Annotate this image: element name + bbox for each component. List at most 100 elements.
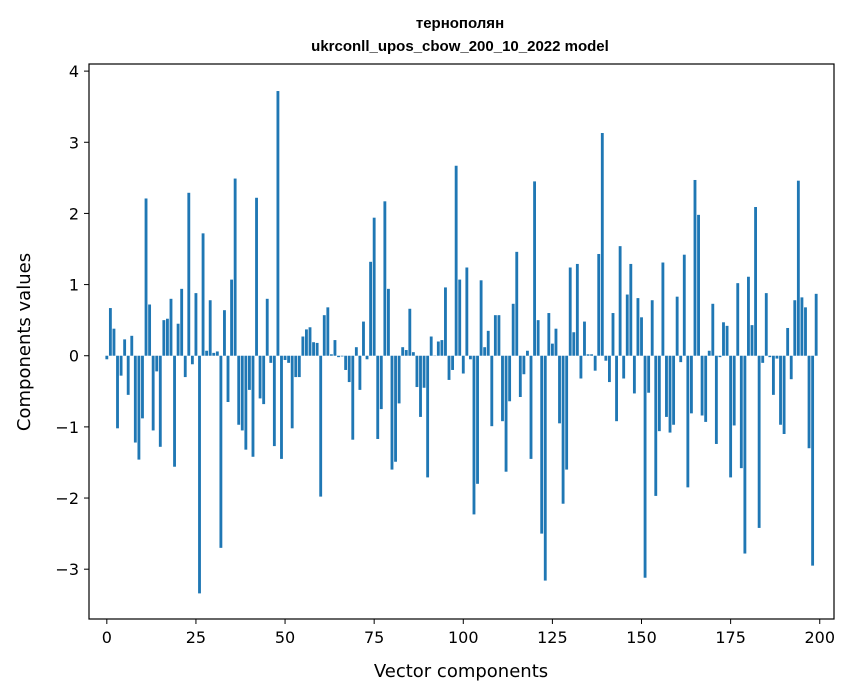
bar: [372, 217, 376, 356]
bar: [190, 355, 194, 365]
bar: [173, 355, 176, 467]
y-axis-label: Components values: [14, 253, 35, 431]
bar: [561, 355, 565, 504]
bar: [657, 355, 661, 432]
bar: [600, 133, 604, 356]
bar: [686, 355, 690, 488]
bar: [215, 351, 219, 356]
bar: [294, 355, 298, 378]
bar: [198, 355, 201, 594]
bar: [283, 355, 287, 360]
chart-subtitle: ukrconll_upos_cbow_200_10_2022 model: [311, 38, 609, 55]
bar: [590, 354, 594, 356]
bar: [262, 355, 266, 405]
bar: [166, 318, 169, 356]
bar: [379, 355, 383, 410]
bars-group: [105, 91, 818, 594]
bar: [440, 340, 444, 356]
bar: [183, 355, 187, 378]
bar: [786, 327, 790, 356]
bar: [319, 355, 323, 497]
bar: [329, 354, 333, 356]
bar: [682, 254, 686, 356]
bar: [550, 343, 554, 356]
bar: [672, 355, 676, 425]
bar: [714, 355, 718, 444]
bar: [240, 355, 244, 431]
bar: [476, 355, 479, 484]
bar: [483, 347, 487, 356]
bar: [436, 341, 440, 356]
bar: [665, 355, 668, 417]
bar: [739, 355, 743, 469]
y-tick-label: 4: [69, 62, 79, 81]
x-tick-label: 25: [186, 628, 206, 647]
bar: [804, 307, 807, 356]
bar: [743, 355, 747, 554]
bar: [376, 355, 380, 439]
bar: [137, 355, 141, 460]
bar: [697, 214, 700, 356]
bar: [180, 288, 184, 356]
bar: [322, 315, 326, 356]
bar: [326, 307, 330, 356]
bar: [707, 350, 711, 356]
bar: [344, 355, 348, 370]
bar: [397, 355, 401, 404]
y-tick-label: −3: [55, 560, 79, 579]
bar: [148, 304, 152, 356]
bar: [490, 355, 494, 427]
bar: [508, 355, 512, 402]
bar: [568, 267, 572, 356]
bar: [126, 355, 130, 395]
bar: [383, 201, 387, 356]
bar: [518, 355, 522, 397]
x-tick-label: 175: [715, 628, 746, 647]
bar: [237, 355, 241, 425]
bar: [144, 198, 148, 356]
bar: [526, 350, 529, 356]
bar: [747, 276, 750, 356]
x-tick-label: 50: [275, 628, 295, 647]
bar: [679, 355, 683, 363]
bar: [479, 280, 483, 356]
plot-frame: [88, 63, 835, 620]
bar: [604, 355, 608, 361]
bar: [301, 336, 305, 356]
bar: [219, 355, 223, 548]
bar: [779, 355, 782, 425]
bar: [308, 327, 312, 356]
bar: [689, 355, 693, 414]
bar: [575, 263, 579, 356]
bar: [789, 355, 793, 380]
bar: [543, 355, 547, 581]
bar: [251, 355, 255, 457]
bar: [155, 355, 159, 372]
bar: [151, 355, 155, 431]
bar: [629, 263, 633, 356]
bar: [661, 262, 665, 356]
bar: [426, 355, 430, 478]
bar: [583, 321, 586, 356]
bar: [579, 355, 583, 379]
bar: [465, 267, 469, 356]
bar: [394, 355, 397, 462]
bar: [280, 355, 283, 459]
bar: [722, 322, 725, 356]
bar: [729, 355, 733, 478]
bar: [468, 355, 472, 360]
y-tick-label: −2: [55, 489, 79, 508]
bar: [208, 300, 212, 356]
bar: [419, 355, 422, 417]
bar: [105, 355, 109, 360]
bar: [711, 303, 715, 356]
bar: [640, 317, 643, 356]
bar: [704, 355, 708, 422]
bar: [458, 279, 462, 356]
bar: [558, 355, 561, 424]
bar: [636, 298, 640, 356]
bar: [351, 355, 355, 440]
bar: [586, 354, 590, 356]
bar: [608, 355, 611, 383]
bar: [675, 296, 679, 356]
